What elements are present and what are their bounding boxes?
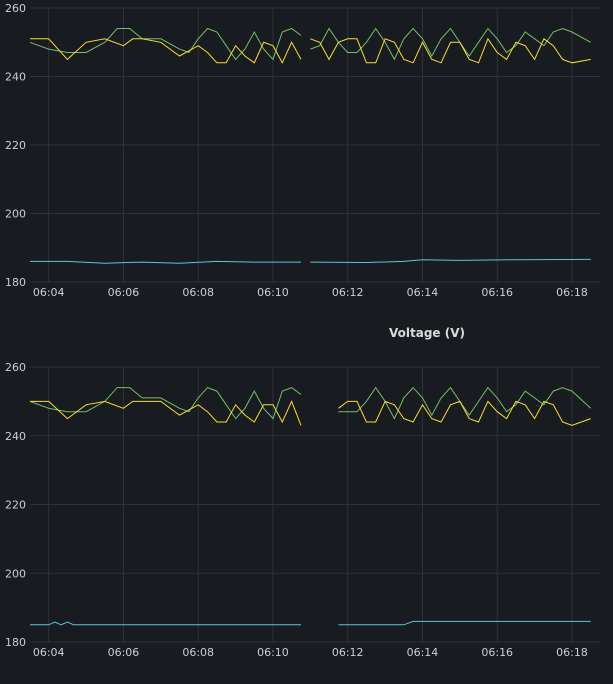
x-tick-label: 06:12 (332, 286, 364, 299)
y-tick-label: 200 (5, 567, 26, 580)
x-tick-label: 06:04 (33, 286, 65, 299)
x-tick-label: 06:14 (407, 646, 439, 659)
series-line-3-segment-2 (338, 620, 591, 626)
x-tick-label: 06:12 (332, 646, 364, 659)
y-tick-label: 220 (5, 499, 26, 512)
series-line-1-segment-1 (29, 27, 302, 61)
series-line-2-segment-2 (338, 400, 591, 426)
x-tick-label: 06:10 (257, 286, 289, 299)
series-line-1-segment-2 (338, 386, 592, 420)
x-tick-label: 06:16 (481, 286, 513, 299)
series-line-3-segment-1 (30, 260, 301, 264)
y-tick-label: 240 (5, 430, 26, 443)
x-tick-label: 06:04 (33, 646, 65, 659)
x-tick-label: 06:06 (108, 286, 140, 299)
series-line-1-segment-2 (310, 27, 591, 61)
x-tick-label: 06:16 (481, 646, 513, 659)
x-tick-label: 06:08 (182, 286, 214, 299)
x-tick-label: 06:10 (257, 646, 289, 659)
y-tick-label: 240 (5, 71, 26, 84)
x-tick-label: 06:18 (556, 286, 588, 299)
x-tick-label: 06:18 (556, 646, 588, 659)
y-tick-label: 180 (5, 276, 26, 289)
series-line-1-segment-1 (29, 387, 302, 420)
y-tick-label: 260 (5, 2, 26, 15)
y-tick-label: 220 (5, 139, 26, 152)
x-tick-label: 06:14 (407, 286, 439, 299)
x-tick-label: 06:06 (108, 646, 140, 659)
y-tick-label: 200 (5, 208, 26, 221)
series-line-2-segment-2 (310, 37, 591, 64)
y-tick-label: 180 (5, 636, 26, 649)
chart-title: Voltage (V) (389, 326, 465, 340)
chart-panel-2: Voltage (V) 180 200 220 240 260 06:04 06:06 06:0… (5, 326, 600, 659)
series-line-2-segment-1 (30, 38, 302, 64)
chart-panel-1: 180 200 220 240 260 06:04 06:06 06:08 06:10 06:12… (5, 2, 600, 299)
series-line-3-segment-2 (310, 258, 591, 264)
y-tick-label: 260 (5, 361, 26, 374)
x-tick-label: 06:08 (182, 646, 214, 659)
series-line-2-segment-1 (30, 400, 302, 426)
series-line-3-segment-1 (30, 621, 301, 626)
